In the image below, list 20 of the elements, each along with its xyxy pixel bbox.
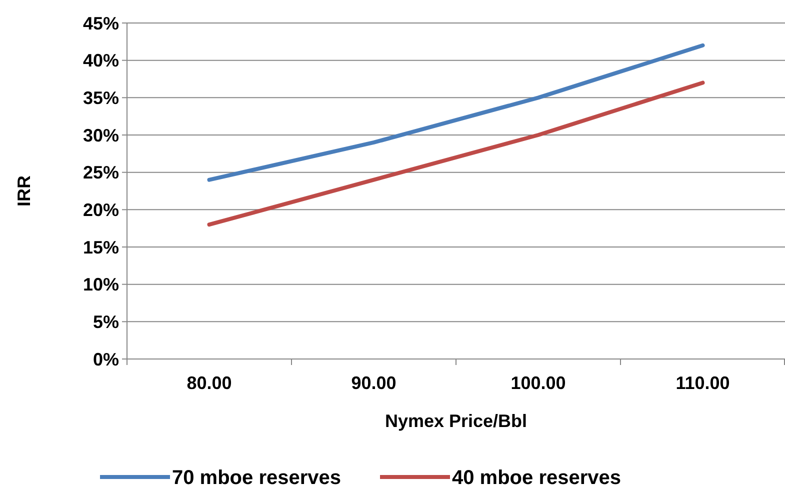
line-series	[207, 43, 705, 182]
y-tick-label: 45%	[82, 13, 119, 34]
y-tick-label: 20%	[82, 200, 119, 220]
x-tick-label: 90.00	[351, 373, 396, 393]
y-tick-label: 5%	[92, 312, 119, 332]
legend-label: 70 mboe reserves	[172, 467, 342, 489]
x-tick-label: 100.00	[510, 373, 566, 393]
y-tick-label: 10%	[82, 274, 119, 295]
x-tick-label: 110.00	[676, 373, 730, 393]
y-tick-label: 35%	[82, 88, 119, 108]
line-series	[207, 80, 705, 227]
y-tick-label: 25%	[82, 162, 119, 183]
y-tick-label: 30%	[82, 125, 119, 146]
y-tick-label: 40%	[82, 50, 119, 71]
x-tick-label: 80.00	[186, 373, 232, 393]
y-axis-title: IRR	[14, 176, 34, 206]
legend-label: 40 mboe reserves	[452, 467, 622, 489]
y-tick-label: 15%	[82, 237, 119, 258]
y-tick-label: 0%	[92, 349, 119, 370]
x-axis-title: Nymex Price/Bbl	[384, 411, 528, 431]
